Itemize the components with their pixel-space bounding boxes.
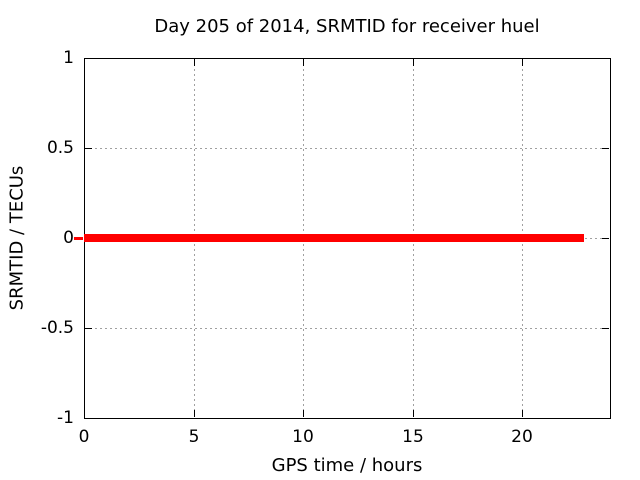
x-axis-label: GPS time / hours — [271, 455, 423, 476]
y-tick-label: -0.5 — [40, 318, 74, 338]
x-tick-label: 20 — [511, 427, 533, 447]
plot-area — [84, 58, 611, 419]
chart-title: Day 205 of 2014, SRMTID for receiver hue… — [154, 16, 540, 37]
y-axis-label: SRMTID / TECUs — [6, 165, 28, 311]
zero-line-left-cap-tick — [74, 237, 83, 240]
x-tick-label: 0 — [78, 427, 90, 447]
y-tick-label: 0.5 — [46, 138, 74, 158]
x-tick-label: 5 — [188, 427, 200, 447]
x-tick-label: 10 — [292, 427, 314, 447]
y-tick-label: -1 — [57, 408, 74, 428]
x-tick-label: 15 — [402, 427, 424, 447]
y-tick-label: 1 — [63, 48, 74, 68]
